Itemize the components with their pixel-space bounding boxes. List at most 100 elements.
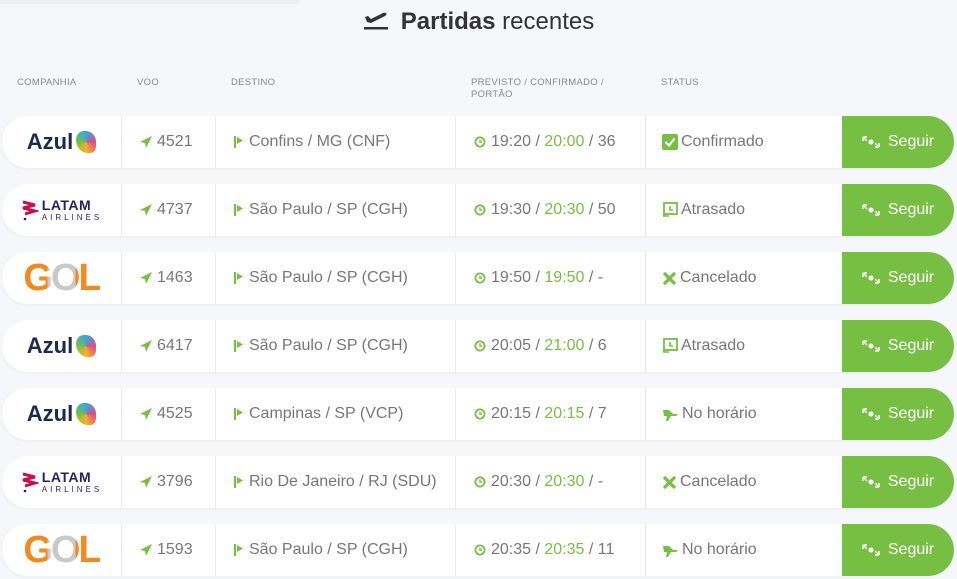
- gate: -: [597, 473, 604, 490]
- airline-cell: GOL: [2, 252, 122, 304]
- status-text: Atrasado: [681, 201, 746, 218]
- on-time-plane-icon: [662, 407, 679, 422]
- times-cell: 20:30 / 20:30 / -: [456, 456, 646, 508]
- scheduled-time: 20:15: [491, 405, 532, 422]
- gate: 6: [597, 337, 607, 354]
- flag-icon: [234, 272, 244, 284]
- destination: Rio De Janeiro / RJ (SDU): [249, 473, 437, 490]
- gate: 11: [597, 541, 615, 558]
- flight-number: 1463: [157, 269, 193, 286]
- flight-arrow-icon: [140, 476, 152, 488]
- airline-cell: GOL: [2, 524, 122, 576]
- azul-logo: Azul: [27, 401, 97, 427]
- flight-number-cell: 4521: [122, 116, 216, 168]
- delayed-clock-icon: [662, 338, 678, 354]
- flag-icon: [234, 408, 244, 420]
- flight-row: LATAM AIRLINES 4737 São Paulo / SP (CGH) …: [2, 184, 954, 236]
- status-text: Cancelado: [680, 269, 757, 286]
- follow-icon: [862, 338, 880, 354]
- flag-icon: [234, 476, 244, 488]
- confirmed-time: 20:15: [544, 405, 585, 422]
- azul-logo: Azul: [27, 333, 97, 359]
- follow-button[interactable]: Seguir: [842, 116, 954, 168]
- gate: 7: [597, 405, 607, 422]
- status-cell: Cancelado: [646, 252, 842, 304]
- confirmed-time: 21:00: [544, 337, 585, 354]
- flight-number: 1593: [157, 541, 193, 558]
- x-icon: [662, 475, 677, 490]
- title-bold: Partidas: [400, 8, 496, 35]
- airline-cell: Azul: [2, 388, 122, 440]
- flag-icon: [234, 340, 244, 352]
- clock-icon: [474, 136, 486, 148]
- follow-label: Seguir: [887, 541, 935, 558]
- status-cell: Cancelado: [646, 456, 842, 508]
- confirmed-time: 20:35: [544, 541, 585, 558]
- header-times-line2: PORTÃO: [471, 89, 513, 100]
- flight-number: 4737: [157, 201, 193, 218]
- times-cell: 20:15 / 20:15 / 7: [456, 388, 646, 440]
- flag-icon: [234, 204, 244, 216]
- header-times-line1: PREVISTO / CONFIRMADO /: [471, 77, 604, 88]
- destination: São Paulo / SP (CGH): [249, 541, 408, 558]
- latam-logo: LATAM AIRLINES: [21, 470, 102, 494]
- destination: Confins / MG (CNF): [249, 133, 391, 150]
- scheduled-time: 19:30: [491, 201, 532, 218]
- header-destination: DESTINO: [231, 77, 276, 88]
- times-cell: 19:50 / 19:50 / -: [456, 252, 646, 304]
- clock-icon: [474, 340, 486, 352]
- flight-row: Azul 6417 São Paulo / SP (CGH) 20:05 / 2…: [2, 320, 954, 372]
- flight-number-cell: 4525: [122, 388, 216, 440]
- follow-button[interactable]: Seguir: [842, 524, 954, 576]
- destination-cell: São Paulo / SP (CGH): [216, 320, 456, 372]
- status-cell: Atrasado: [646, 184, 842, 236]
- follow-button[interactable]: Seguir: [842, 320, 954, 372]
- scheduled-time: 19:50: [491, 269, 532, 286]
- flight-number-cell: 3796: [122, 456, 216, 508]
- flight-arrow-icon: [140, 136, 152, 148]
- scheduled-time: 20:30: [491, 473, 532, 490]
- status-text: Cancelado: [680, 473, 757, 490]
- flight-arrow-icon: [140, 408, 152, 420]
- destination-cell: Campinas / SP (VCP): [216, 388, 456, 440]
- on-time-plane-icon: [662, 543, 679, 558]
- scheduled-time: 19:20: [491, 133, 532, 150]
- confirmed-time: 20:00: [544, 133, 585, 150]
- flight-arrow-icon: [140, 544, 152, 556]
- clock-icon: [474, 204, 486, 216]
- follow-icon: [862, 542, 880, 558]
- scheduled-time: 20:35: [491, 541, 532, 558]
- status-cell: Confirmado: [646, 116, 842, 168]
- clock-icon: [474, 544, 486, 556]
- follow-button[interactable]: Seguir: [842, 184, 954, 236]
- follow-button[interactable]: Seguir: [842, 252, 954, 304]
- x-icon: [662, 271, 677, 286]
- times-cell: 19:30 / 20:30 / 50: [456, 184, 646, 236]
- destination-cell: Rio De Janeiro / RJ (SDU): [216, 456, 456, 508]
- destination: São Paulo / SP (CGH): [249, 337, 408, 354]
- status-cell: No horário: [646, 388, 842, 440]
- plane-departure-icon: [363, 7, 389, 39]
- airline-cell: LATAM AIRLINES: [2, 184, 122, 236]
- flight-number: 3796: [157, 473, 193, 490]
- destination-cell: São Paulo / SP (CGH): [216, 252, 456, 304]
- destination-cell: São Paulo / SP (CGH): [216, 524, 456, 576]
- flight-row: LATAM AIRLINES 3796 Rio De Janeiro / RJ (…: [2, 456, 954, 508]
- flight-number-cell: 1463: [122, 252, 216, 304]
- status-text: No horário: [682, 541, 757, 558]
- flight-number-cell: 4737: [122, 184, 216, 236]
- flight-arrow-icon: [140, 340, 152, 352]
- top-bar: [0, 0, 300, 4]
- follow-button[interactable]: Seguir: [842, 456, 954, 508]
- times-cell: 20:05 / 21:00 / 6: [456, 320, 646, 372]
- destination: São Paulo / SP (CGH): [249, 201, 408, 218]
- gate: -: [597, 269, 604, 286]
- gol-logo: GOL: [23, 528, 101, 571]
- status-text: Confirmado: [681, 133, 764, 150]
- follow-label: Seguir: [887, 133, 935, 150]
- clock-icon: [474, 272, 486, 284]
- gate: 36: [597, 133, 616, 150]
- follow-button[interactable]: Seguir: [842, 388, 954, 440]
- gol-logo: GOL: [23, 256, 101, 299]
- status-cell: No horário: [646, 524, 842, 576]
